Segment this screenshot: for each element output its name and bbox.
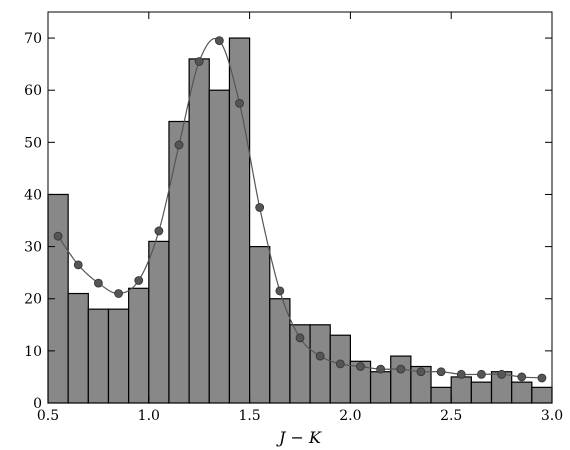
curve-point xyxy=(376,364,386,374)
y-tick-label: 60 xyxy=(24,83,42,99)
curve-point xyxy=(335,359,345,369)
histogram-bar xyxy=(450,376,472,404)
curve-point xyxy=(73,260,83,270)
x-tick-labels: 0.5 1.0 1.5 2.0 2.5 3.0 xyxy=(37,408,563,424)
curve-point xyxy=(537,373,547,383)
x-axis-label: J − K xyxy=(276,428,322,447)
histogram-bar xyxy=(309,324,331,404)
curve-point xyxy=(517,372,527,382)
y-tick-label: 40 xyxy=(24,187,42,203)
curve-point xyxy=(94,278,103,288)
curve-point xyxy=(315,351,325,361)
x-tick-label: 2.5 xyxy=(440,408,462,424)
curve-point xyxy=(436,367,446,377)
curve-point xyxy=(477,369,486,379)
curve-point xyxy=(154,226,164,236)
histogram-bar xyxy=(87,308,110,404)
histogram-bar xyxy=(208,89,231,404)
histogram-bar xyxy=(329,334,351,404)
curve-point xyxy=(275,286,285,296)
density-curve-layer xyxy=(53,36,547,383)
curve-point xyxy=(295,333,305,343)
histogram-bar xyxy=(67,292,89,404)
curve-point xyxy=(356,362,365,371)
x-tick-label: 1.5 xyxy=(238,408,260,424)
curve-point xyxy=(396,364,406,374)
y-tick-label: 70 xyxy=(24,31,42,47)
histogram-bar xyxy=(369,371,392,404)
curve-point xyxy=(214,36,224,46)
y-tick-label: 30 xyxy=(24,240,42,256)
curve-point xyxy=(416,367,426,377)
histogram-bar xyxy=(269,298,291,404)
y-tick-label: 0 xyxy=(33,396,42,412)
histogram-bar xyxy=(228,37,251,404)
x-tick-label: 3.0 xyxy=(541,408,563,424)
histogram-bar xyxy=(511,381,533,404)
x-tick-label: 2.0 xyxy=(339,408,361,424)
curve-point xyxy=(134,276,144,285)
curve-point xyxy=(174,140,184,150)
y-tick-labels: 0 10 20 30 40 50 60 70 xyxy=(24,31,42,412)
histogram-bar xyxy=(249,246,271,404)
y-tick-label: 50 xyxy=(24,135,42,151)
histogram-bar xyxy=(470,381,493,404)
curve-point xyxy=(497,369,507,379)
curve-point xyxy=(114,289,123,298)
y-tick-label: 10 xyxy=(24,344,42,360)
histogram-bar xyxy=(128,287,150,404)
histogram-bar xyxy=(168,120,190,404)
curve-point xyxy=(456,369,466,379)
curve-point xyxy=(255,203,265,212)
histogram-bar xyxy=(148,240,170,404)
histogram-bar xyxy=(107,308,130,404)
axis-ticks xyxy=(47,12,553,404)
x-tick-label: 1.0 xyxy=(138,408,160,424)
plot-frame xyxy=(47,11,553,404)
y-tick-label: 20 xyxy=(24,292,42,308)
histogram-bar xyxy=(430,386,452,404)
curve-point xyxy=(235,98,244,108)
curve-point xyxy=(53,231,63,241)
curve-point xyxy=(194,57,204,66)
bars-layer xyxy=(47,37,553,404)
histogram-bar xyxy=(531,386,553,404)
x-tick-label: 0.5 xyxy=(37,408,59,424)
histogram-bar xyxy=(188,58,210,404)
histogram-bar xyxy=(390,355,412,404)
